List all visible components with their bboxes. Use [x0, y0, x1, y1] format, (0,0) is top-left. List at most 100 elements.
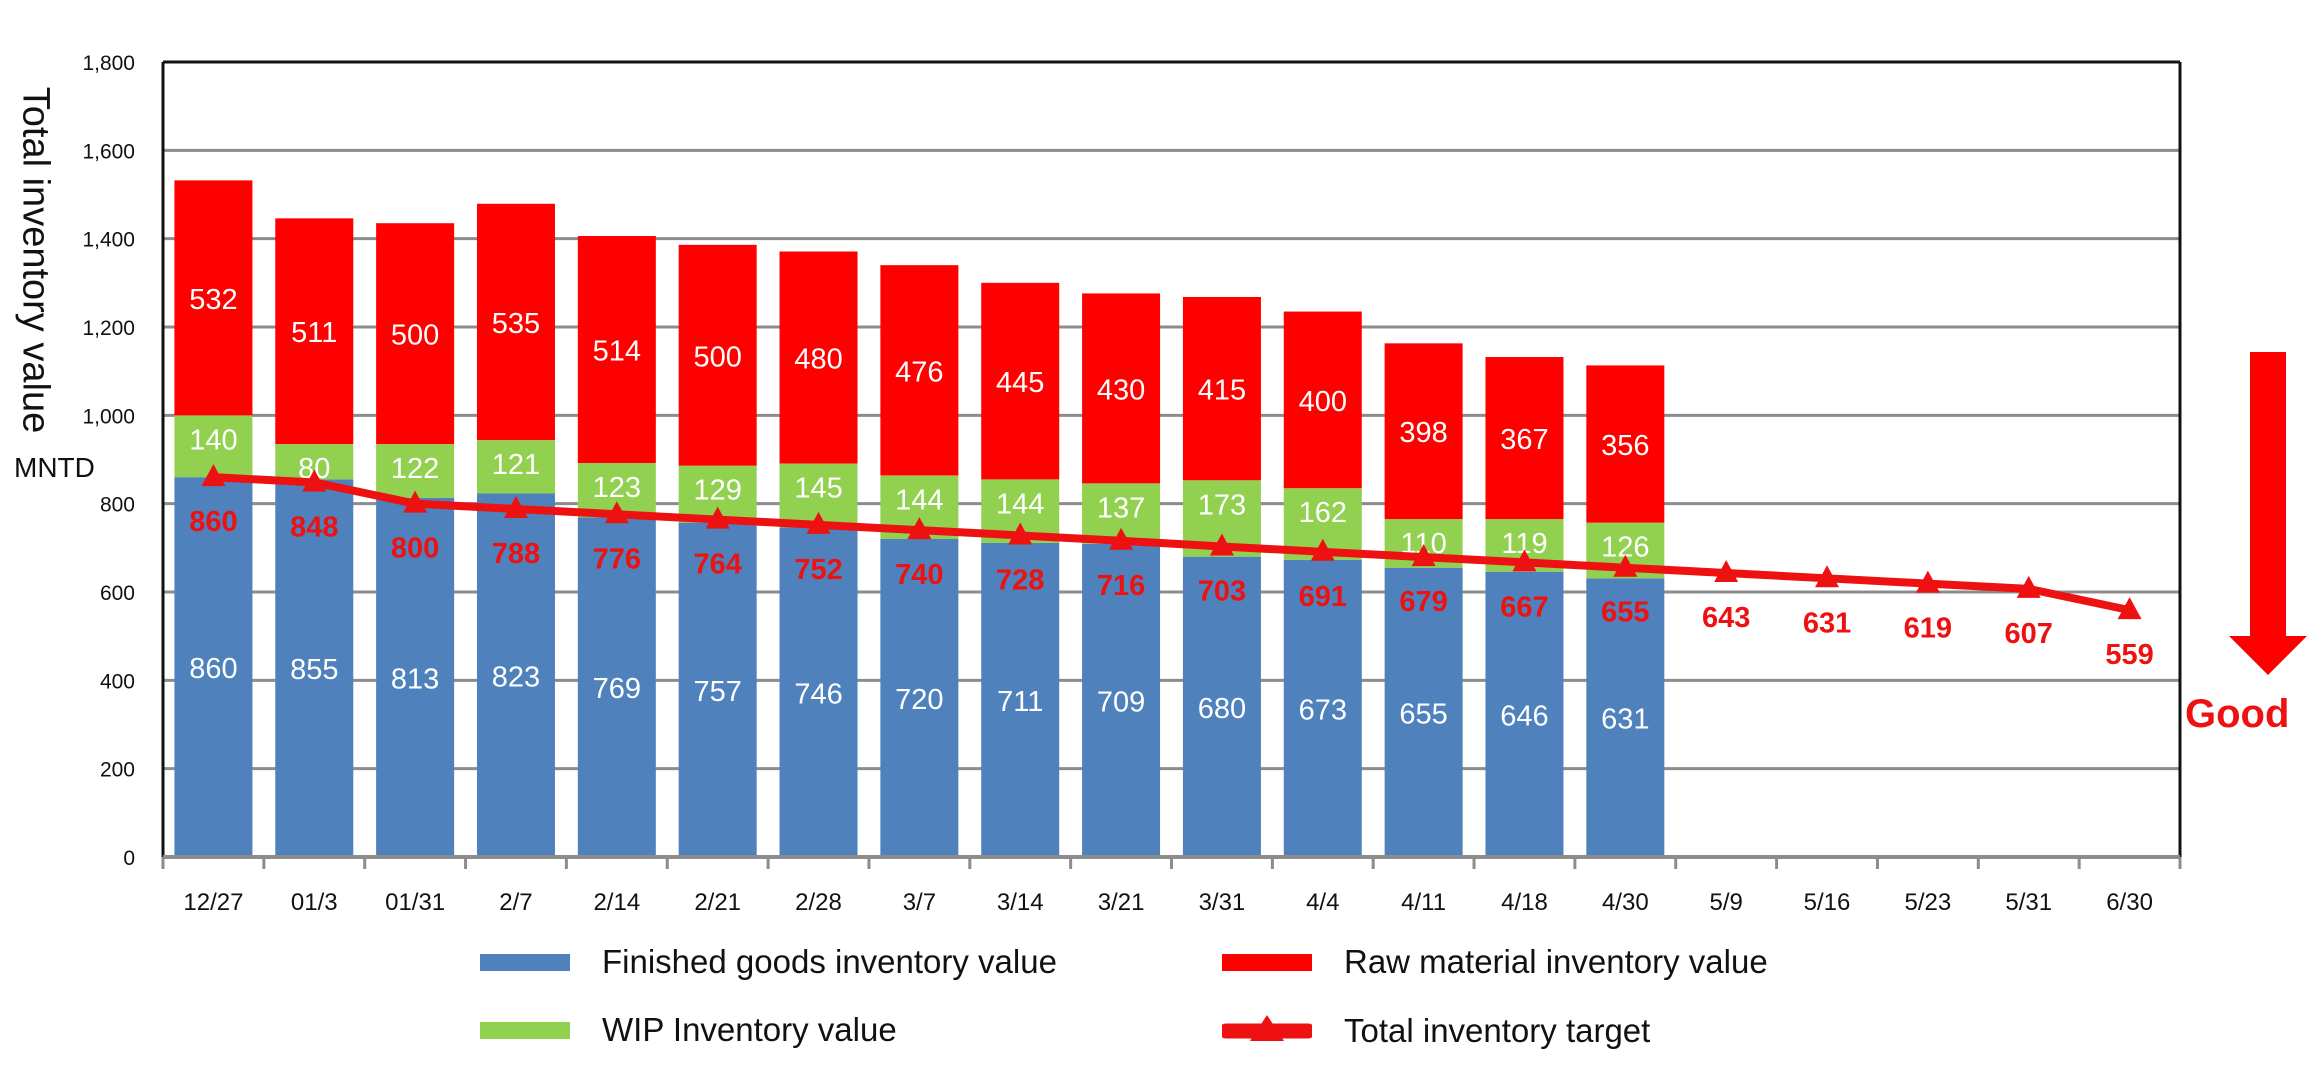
- x-tick-label: 5/16: [1804, 889, 1851, 916]
- target-marker: [1008, 522, 1033, 545]
- x-tick-label: 4/11: [1401, 889, 1446, 916]
- bar-finished-goods: [1586, 578, 1665, 857]
- bar-wip: [376, 444, 455, 498]
- target-label: 559: [2105, 639, 2153, 671]
- bar-raw-material: [1283, 311, 1362, 489]
- x-tick-label: 6/30: [2106, 889, 2153, 916]
- x-tick-label: 2/14: [593, 889, 640, 916]
- data-label-raw-material: 476: [895, 356, 943, 388]
- y-axis-title: Total inventory value: [12, 60, 58, 460]
- bar-raw-material: [476, 203, 555, 441]
- x-tick-label: 5/9: [1709, 889, 1742, 916]
- bar-finished-goods: [275, 479, 354, 857]
- x-tick-label: 5/23: [1905, 889, 1952, 916]
- x-tick-label: 3/31: [1199, 889, 1246, 916]
- target-marker: [1915, 570, 1940, 593]
- data-label-wip: 145: [794, 472, 842, 504]
- x-tick-label: 5/31: [2005, 889, 2052, 916]
- data-label-raw-material: 445: [996, 367, 1044, 399]
- bar-raw-material: [1182, 296, 1261, 481]
- y-tick-label: 1,800: [82, 52, 135, 75]
- x-tick-label: 2/21: [694, 889, 741, 916]
- target-marker: [503, 495, 528, 518]
- data-label-wip: 162: [1299, 497, 1347, 529]
- target-marker: [302, 469, 327, 492]
- data-label-wip: 122: [391, 453, 439, 485]
- legend-swatch-raw-material: [1222, 953, 1312, 971]
- target-marker: [403, 490, 428, 513]
- bar-finished-goods: [1384, 567, 1463, 857]
- bar-finished-goods: [1182, 556, 1261, 857]
- target-marker: [1109, 527, 1134, 550]
- data-label-wip: 129: [693, 475, 741, 507]
- bar-raw-material: [779, 251, 858, 464]
- bar-raw-material: [174, 180, 253, 416]
- y-tick-label: 800: [100, 494, 135, 517]
- y-tick-label: 1,600: [82, 140, 135, 163]
- data-label-wip: 121: [492, 449, 540, 481]
- target-label: 764: [693, 549, 741, 581]
- target-marker: [604, 501, 629, 524]
- legend-item-wip: WIP Inventory value: [480, 1011, 897, 1049]
- bar-finished-goods: [880, 539, 959, 857]
- target-label: 740: [895, 559, 943, 591]
- bar-wip: [476, 440, 555, 494]
- target-marker: [1209, 533, 1234, 556]
- bar-raw-material: [275, 218, 354, 445]
- data-label-raw-material: 500: [693, 341, 741, 373]
- bar-finished-goods: [779, 527, 858, 857]
- x-tick-label: 2/7: [499, 889, 532, 916]
- bar-raw-material: [376, 223, 455, 445]
- bar-raw-material: [1082, 293, 1161, 484]
- x-tick-label: 01/31: [385, 889, 445, 916]
- data-label-raw-material: 532: [189, 284, 237, 316]
- x-tick-label: 3/7: [903, 889, 936, 916]
- target-marker: [1310, 538, 1335, 561]
- y-tick-label: 600: [100, 582, 135, 605]
- legend-swatch-wip: [480, 1021, 570, 1039]
- target-marker: [1613, 554, 1638, 577]
- target-marker: [705, 506, 730, 529]
- x-tick-label: 3/21: [1098, 889, 1145, 916]
- target-label: 716: [1097, 570, 1145, 602]
- bar-raw-material: [1586, 365, 1665, 523]
- data-label-wip: 144: [895, 484, 943, 516]
- target-marker: [1411, 544, 1436, 567]
- bar-finished-goods: [476, 493, 555, 857]
- bar-finished-goods: [376, 497, 455, 857]
- x-tick-label: 3/14: [997, 889, 1044, 916]
- data-label-finished-goods: 673: [1299, 694, 1347, 726]
- data-label-raw-material: 500: [391, 320, 439, 352]
- y-tick-label: 1,200: [82, 317, 135, 340]
- data-label-finished-goods: 631: [1601, 704, 1649, 736]
- target-label: 667: [1500, 591, 1548, 623]
- target-label: 776: [593, 543, 641, 575]
- target-marker: [2016, 575, 2041, 598]
- y-tick-label: 400: [100, 670, 135, 693]
- target-marker: [907, 517, 932, 540]
- bar-raw-material: [1485, 357, 1564, 520]
- data-label-raw-material: 398: [1399, 417, 1447, 449]
- target-label: 655: [1601, 597, 1649, 629]
- data-label-raw-material: 535: [492, 308, 540, 340]
- bar-finished-goods: [1283, 559, 1362, 857]
- x-tick-label: 4/18: [1501, 889, 1548, 916]
- data-label-wip: 144: [996, 488, 1044, 520]
- y-axis-unit: MNTD: [14, 452, 95, 483]
- data-label-finished-goods: 823: [492, 661, 540, 693]
- x-tick-label: 01/3: [291, 889, 338, 916]
- target-label: 728: [996, 564, 1044, 596]
- data-label-raw-material: 511: [291, 317, 337, 349]
- target-label: 691: [1299, 581, 1347, 613]
- data-label-finished-goods: 855: [290, 654, 338, 686]
- bar-raw-material: [577, 236, 656, 464]
- target-marker: [806, 511, 831, 534]
- good-arrow-icon: [2229, 352, 2307, 675]
- target-label: 643: [1702, 602, 1750, 634]
- data-label-raw-material: 356: [1601, 430, 1649, 462]
- target-marker: [1714, 560, 1739, 583]
- legend-item-finished-goods: Finished goods inventory value: [480, 943, 1057, 981]
- legend-label-raw-material: Raw material inventory value: [1344, 943, 1768, 980]
- target-marker: [201, 464, 226, 487]
